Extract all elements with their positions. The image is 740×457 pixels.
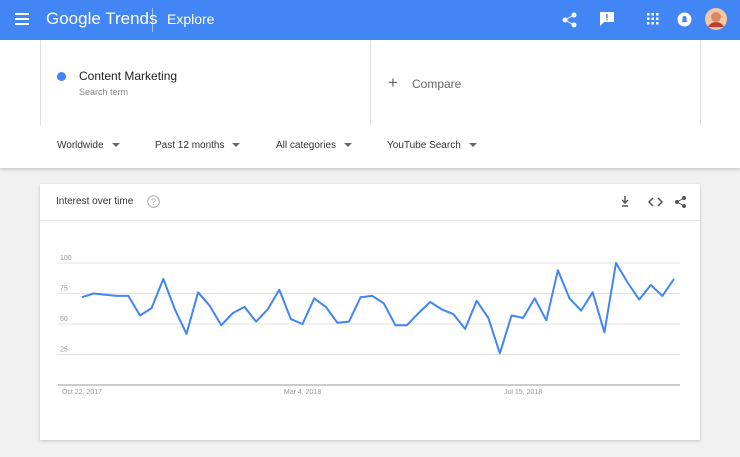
section: Explore: [167, 11, 215, 27]
card-icons[interactable]: [622, 195, 722, 209]
x-tick-label: Oct 22, 2017: [62, 389, 102, 396]
compare[interactable]: Compare: [412, 77, 462, 91]
term-dot: [57, 72, 66, 81]
divider: [152, 8, 153, 32]
header: Google Trends Explore: [0, 0, 740, 40]
share-icon[interactable]: [562, 12, 578, 28]
card-title: Interest over time: [56, 196, 134, 207]
notifications-icon[interactable]: [677, 12, 692, 27]
y-tick-label: 100: [60, 255, 72, 262]
chart-card: Interest over time ? 25 50 75 100 Oct 22, 20…: [40, 184, 700, 440]
filter[interactable]: YouTube Search: [387, 140, 477, 151]
help-icon[interactable]: ?: [147, 195, 160, 208]
x-tick-label: Mar 4, 2018: [284, 389, 321, 396]
border: [370, 40, 371, 125]
y-tick-label: 25: [60, 347, 68, 354]
y-tick-label: 50: [60, 316, 68, 323]
border: [40, 40, 41, 125]
search-term[interactable]: Content Marketing: [79, 69, 178, 83]
search-term-label: Search term: [79, 87, 129, 97]
apps-icon[interactable]: [647, 13, 659, 25]
plus-icon[interactable]: +: [388, 73, 398, 92]
avatar[interactable]: [705, 8, 727, 30]
chart: 25 50 75 100 Oct 22, 2017 Mar 4, 2018 Jul 15, …: [58, 255, 680, 396]
menu-icon[interactable]: [15, 13, 29, 25]
filter[interactable]: Past 12 months: [155, 140, 240, 151]
x-tick-label: Jul 15, 2018: [504, 389, 542, 396]
svg-text:?: ?: [151, 197, 156, 207]
trend-line: [81, 262, 675, 355]
filter-bar: [0, 125, 740, 168]
filter[interactable]: Worldwide: [57, 140, 120, 151]
filter[interactable]: All categories: [276, 140, 352, 151]
border: [700, 40, 701, 125]
search-area: Content Marketing Search term + Compare: [0, 40, 740, 125]
y-tick-label: 75: [60, 286, 68, 293]
brand[interactable]: Google Trends: [46, 9, 158, 28]
feedback-icon[interactable]: [600, 12, 614, 26]
divider: [40, 220, 700, 221]
